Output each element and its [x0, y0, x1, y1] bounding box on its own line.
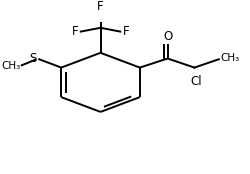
Text: F: F	[97, 0, 104, 13]
Text: F: F	[122, 25, 129, 38]
Text: Cl: Cl	[190, 75, 202, 88]
Text: CH₃: CH₃	[1, 61, 20, 71]
Text: O: O	[163, 30, 172, 43]
Text: F: F	[72, 25, 78, 38]
Text: S: S	[30, 52, 37, 65]
Text: CH₃: CH₃	[221, 53, 240, 64]
